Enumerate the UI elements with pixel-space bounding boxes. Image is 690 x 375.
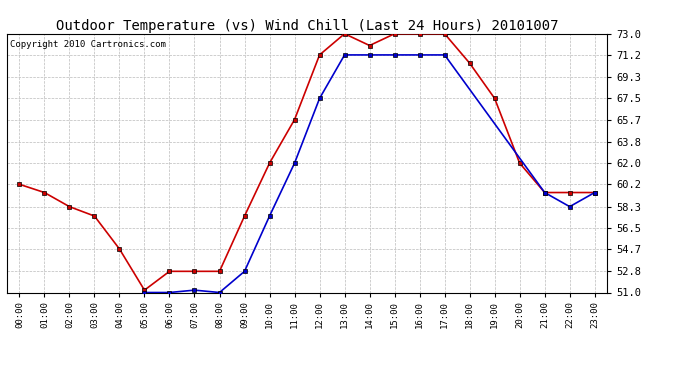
Text: Copyright 2010 Cartronics.com: Copyright 2010 Cartronics.com [10, 40, 166, 49]
Title: Outdoor Temperature (vs) Wind Chill (Last 24 Hours) 20101007: Outdoor Temperature (vs) Wind Chill (Las… [56, 19, 558, 33]
